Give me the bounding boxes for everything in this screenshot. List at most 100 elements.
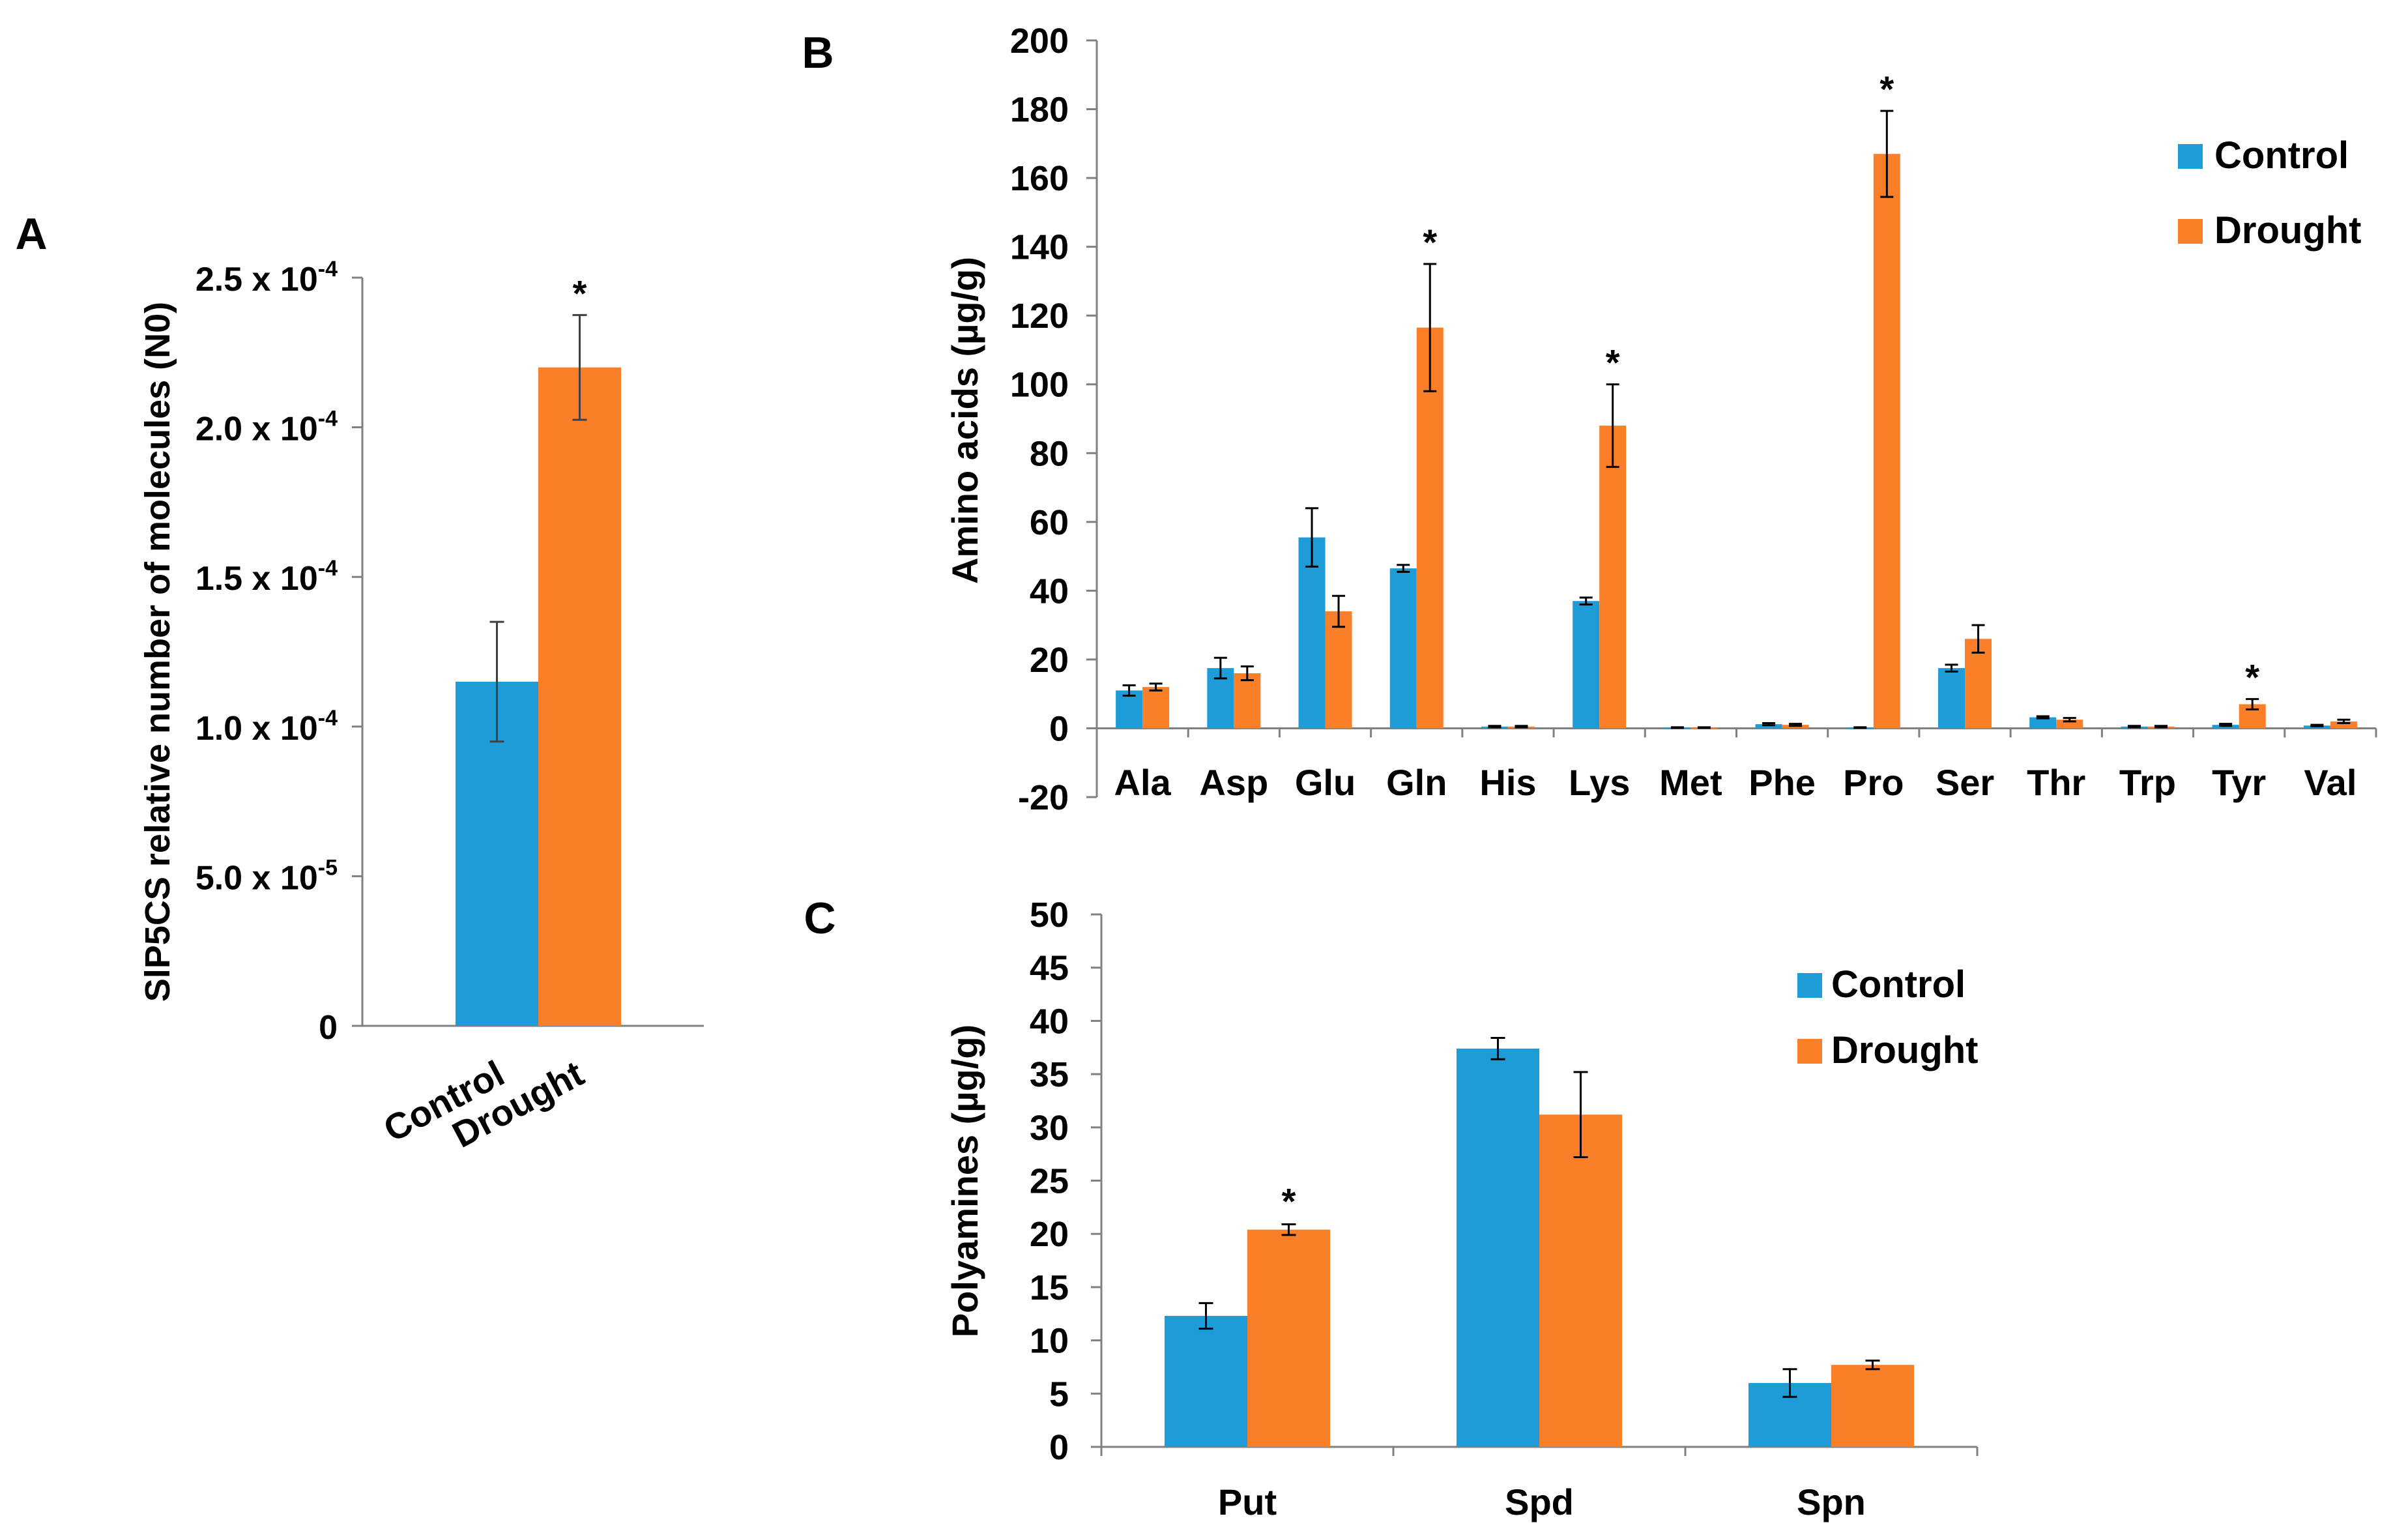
x-label-c-spd: Spd (1505, 1481, 1574, 1522)
x-label-b-thr: Thr (2027, 762, 2085, 803)
y-tick-label-b: 20 (1030, 641, 1069, 680)
bar-b-drought-glu (1325, 611, 1352, 729)
x-label-b-asp: Asp (1199, 762, 1268, 803)
error-bar-b (2337, 718, 2351, 725)
panel-b-chart: B -20 0 20 40 60 80 100 120 140 160 180 200 Ala Asp Glu… (802, 22, 2377, 817)
y-tick-label-b: 120 (1010, 297, 1069, 336)
y-tick-label-c: 40 (1030, 1002, 1069, 1041)
y-tick-label-c: 45 (1030, 949, 1069, 988)
legend-swatch-b-drought (2178, 219, 2203, 244)
y-tick-label-a: 0 (319, 1009, 338, 1047)
significance-mark-b: * (1423, 222, 1437, 263)
y-tick-label-b: 140 (1010, 228, 1069, 267)
error-bar-b (1579, 596, 1593, 605)
bar-b-control-thr (2029, 717, 2057, 729)
y-tick-label-a: 5.0 x 10-5 (196, 855, 338, 897)
error-bar-b (2310, 723, 2324, 727)
x-label-b-met: Met (1659, 762, 1722, 803)
x-label-b-val: Val (2304, 762, 2357, 803)
x-label-b-gln: Gln (1386, 762, 1447, 803)
y-tick-label-c: 10 (1030, 1322, 1069, 1361)
error-bar-c (1490, 1037, 1505, 1060)
error-bar-c (1198, 1302, 1213, 1330)
bar-b-control-lys (1573, 601, 1600, 729)
x-label-b-pro: Pro (1843, 762, 1904, 803)
x-label-b-phe: Phe (1748, 762, 1816, 803)
y-tick-label-a: 1.5 x 10-4 (196, 556, 338, 598)
error-bar-b (2036, 715, 2050, 720)
y-tick-label-b: -20 (1018, 778, 1069, 817)
y-tick-label-b: 40 (1030, 572, 1069, 611)
y-tick-exponent-a: -4 (318, 407, 338, 431)
x-label-b-ser: Ser (1936, 762, 1994, 803)
legend-label-b-drought: Drought (2214, 209, 2362, 252)
y-tick-label-b: 180 (1010, 91, 1069, 130)
error-bar-c (1782, 1368, 1797, 1398)
error-bar-b (1789, 723, 1803, 727)
error-bar-b (2219, 723, 2233, 727)
error-bar-b (2246, 698, 2259, 710)
bar-b-control-ser (1938, 668, 1966, 729)
bar-c-control-put (1165, 1316, 1247, 1447)
error-bar-c (1573, 1071, 1588, 1159)
legend-label-c-drought: Drought (1831, 1029, 1979, 1071)
y-tick-label-a: 2.0 x 10-4 (196, 407, 338, 448)
bar-b-drought-val (2330, 721, 2357, 729)
y-tick-label-b: 60 (1030, 503, 1069, 542)
error-bar-b (1515, 725, 1528, 729)
error-bar-b (1332, 594, 1346, 628)
error-bar-b (2154, 725, 2168, 729)
panel-label-b: B (802, 28, 834, 78)
bar-b-drought-ala (1142, 687, 1170, 729)
x-label-c-put: Put (1218, 1481, 1277, 1522)
error-bar-b (1945, 663, 1958, 673)
error-bar-b (1670, 726, 1684, 729)
error-bar-b (2063, 717, 2076, 723)
legend-label-c-control: Control (1831, 963, 1966, 1006)
bar-b-control-ala (1116, 690, 1143, 729)
y-tick-exponent-a: -5 (318, 855, 338, 880)
y-tick-label-c: 15 (1030, 1268, 1069, 1307)
y-tick-exponent-a: -4 (318, 257, 338, 282)
error-bar-b (1213, 656, 1227, 680)
bar-a-drought (538, 367, 621, 1026)
significance-mark-a: * (573, 272, 587, 313)
y-tick-exponent-a: -4 (318, 556, 338, 581)
y-tick-label-a: 1.0 x 10-4 (196, 706, 338, 748)
bar-c-control-spd (1457, 1048, 1539, 1447)
y-tick-label-c: 5 (1049, 1375, 1069, 1414)
bar-b-control-gln (1389, 568, 1417, 729)
significance-mark-b: * (1606, 342, 1620, 383)
bar-b-drought-ser (1965, 639, 1992, 729)
error-bar-a (489, 620, 504, 743)
significance-mark-b: * (1879, 68, 1894, 109)
bar-b-drought-thr (2056, 720, 2083, 729)
panel-c-chart: C 0 5 10 15 20 25 30 35 40 45 50 Put * Spd Spn Polyamine… (804, 894, 1979, 1522)
x-label-c-spn: Spn (1797, 1481, 1866, 1522)
bar-b-control-glu (1298, 537, 1326, 729)
error-bar-b (1423, 263, 1437, 392)
panel-label-a: A (15, 209, 47, 259)
y-tick-label-c: 20 (1030, 1215, 1069, 1254)
error-bar-a (572, 313, 587, 421)
legend-swatch-c-drought (1797, 1039, 1822, 1064)
bar-c-drought-put (1247, 1229, 1330, 1447)
error-bar-b (2127, 725, 2141, 729)
x-label-b-tyr: Tyr (2212, 762, 2266, 803)
error-bar-b (1488, 725, 1501, 729)
error-bar-b (1853, 726, 1867, 729)
significance-mark-c: * (1282, 1180, 1296, 1221)
error-bar-b (1880, 109, 1894, 198)
legend-label-b-control: Control (2214, 134, 2349, 177)
error-bar-b (1697, 726, 1711, 729)
y-tick-label-a: 2.5 x 10-4 (196, 257, 338, 299)
significance-mark-b: * (2245, 657, 2259, 698)
y-tick-label-b: 160 (1010, 159, 1069, 198)
legend-swatch-c-control (1797, 973, 1822, 998)
y-tick-label-b: 80 (1030, 434, 1069, 473)
error-bar-b (1971, 624, 1985, 654)
panel-label-c: C (804, 894, 835, 943)
y-axis-title-b: Amino acids (µg/g) (944, 257, 985, 584)
x-label-b-trp: Trp (2119, 762, 2176, 803)
